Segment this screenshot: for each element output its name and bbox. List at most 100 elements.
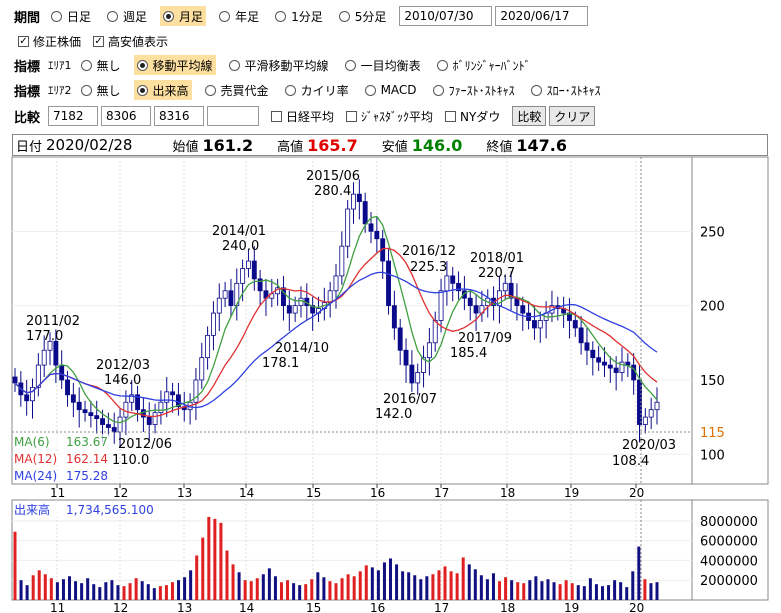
radio-icon <box>136 59 148 71</box>
candle-body <box>386 260 391 307</box>
annotation-value: 177.0 <box>26 329 63 344</box>
volume-x-tick-label: 14 <box>239 601 254 613</box>
candle-body <box>123 401 129 418</box>
volume-bar <box>249 581 253 600</box>
volume-bar <box>310 579 314 600</box>
indicator2-option-4[interactable]: MACD <box>362 80 420 100</box>
annotation-date: 2017/09 <box>458 331 512 346</box>
indicator1-option-1[interactable]: 移動平均線 <box>133 55 216 75</box>
option-check-1[interactable]: ✓ 高安値表示 <box>93 33 168 50</box>
indicator2-option-label: MACD <box>380 83 417 97</box>
date-label: 日付 <box>16 139 43 155</box>
candle-body <box>76 401 82 411</box>
option-check-0[interactable]: ✓ 修正株価 <box>18 33 81 50</box>
ma-legend-bg <box>13 468 109 483</box>
volume-bar <box>352 576 356 600</box>
candle-body <box>502 282 508 292</box>
volume-bar <box>170 582 174 600</box>
volume-bar <box>122 586 126 600</box>
low-value: 146.0 <box>411 135 463 155</box>
compare-code-4[interactable] <box>207 106 260 126</box>
volume-bar <box>158 586 162 600</box>
annotation-date: 2011/02 <box>26 314 80 329</box>
volume-bar <box>491 573 495 600</box>
period-option-4[interactable]: 1分足 <box>272 6 326 26</box>
period-option-2[interactable]: 月足 <box>160 6 207 26</box>
volume-tick-label: 8000000 <box>700 515 758 530</box>
volume-bar <box>473 569 477 600</box>
candle-body <box>397 327 403 351</box>
indicator1-option-4[interactable]: ﾎﾞﾘﾝｼﾞｬｰﾊﾞﾝﾄﾞ <box>434 55 534 75</box>
indicator2-option-3[interactable]: カイリ率 <box>282 80 352 100</box>
indicator2-option-5[interactable]: ﾌｧｰｽﾄ･ｽﾄｷｬｽ <box>430 80 518 100</box>
annotation-value: 142.0 <box>375 407 412 422</box>
volume-bar <box>479 575 483 600</box>
indicator1-option-label: 移動平均線 <box>152 58 213 73</box>
close-value: 147.6 <box>516 135 567 155</box>
compare-code-3[interactable] <box>154 106 205 126</box>
indicator1-option-0[interactable]: 無し <box>78 55 124 75</box>
period-option-1[interactable]: 週足 <box>104 6 150 26</box>
candle-body <box>421 357 426 373</box>
compare-check-1[interactable]: ｼﾞｬｽﾀﾞｯｸ平均 <box>346 108 433 125</box>
compare-row: 比較 日経平均 ｼﾞｬｽﾀﾞｯｸ平均 NYダウ 比較 クリア <box>0 104 598 128</box>
high-label: 高値 <box>277 139 304 155</box>
radio-icon <box>436 59 448 71</box>
volume-bar <box>631 571 635 600</box>
volume-bar <box>625 587 629 600</box>
indicator2-option-1[interactable]: 出来高 <box>133 80 192 100</box>
annotation-value: 240.0 <box>222 239 259 254</box>
indicator2-option-6[interactable]: ｽﾛｰ･ｽﾄｷｬｽ <box>528 80 604 100</box>
compare-code-2[interactable] <box>101 106 152 126</box>
period-option-0[interactable]: 日足 <box>48 6 94 26</box>
radio-icon <box>51 10 63 22</box>
volume-bar <box>498 581 502 600</box>
high-value: 165.7 <box>307 135 358 155</box>
end-date-input[interactable] <box>495 6 589 26</box>
volume-bar <box>292 583 296 600</box>
compare-code-1[interactable] <box>48 106 99 126</box>
option-check-label: 修正株価 <box>33 34 82 49</box>
candle-body <box>508 282 514 299</box>
volume-bar <box>413 575 417 600</box>
y-tick-label: 250 <box>700 225 725 240</box>
period-option-5[interactable]: 5分足 <box>336 6 390 26</box>
indicator1-area: ｴﾘｱ1 <box>48 59 72 72</box>
volume-bar <box>655 582 659 600</box>
compare-check-2[interactable]: NYダウ <box>445 108 500 125</box>
volume-bar <box>98 587 102 600</box>
annotation-value: 108.4 <box>612 454 649 469</box>
start-date-input[interactable] <box>399 6 493 26</box>
compare-check-0[interactable]: 日経平均 <box>271 108 334 125</box>
volume-bar <box>140 581 144 600</box>
candle-body <box>333 275 339 292</box>
volume-tick-label: 6000000 <box>700 535 758 550</box>
volume-bar <box>376 570 380 600</box>
indicator2-option-2[interactable]: 売買代金 <box>202 80 272 100</box>
volume-bar <box>189 570 193 600</box>
volume-bar <box>92 584 96 600</box>
compare-button[interactable]: 比較 <box>512 106 547 126</box>
candle-body <box>362 201 368 225</box>
volume-bar <box>389 558 393 600</box>
indicator2-option-label: 無し <box>96 83 121 98</box>
clear-button[interactable]: クリア <box>549 106 596 126</box>
volume-bar <box>546 579 550 600</box>
volume-bar <box>152 588 156 600</box>
volume-bar <box>607 585 611 600</box>
candle-body <box>648 409 654 418</box>
volume-tick-label: 2000000 <box>700 574 758 589</box>
volume-bar <box>540 581 544 600</box>
indicator2-option-0[interactable]: 無し <box>78 80 124 100</box>
volume-bar <box>261 574 265 600</box>
annotation-value: 178.1 <box>262 356 299 371</box>
period-option-3[interactable]: 年足 <box>216 6 262 26</box>
indicator1-option-2[interactable]: 平滑移動平均線 <box>226 55 332 75</box>
indicator1-option-label: 一目均衡表 <box>360 58 421 73</box>
indicator1-option-3[interactable]: 一目均衡表 <box>342 55 424 75</box>
candle-body <box>596 357 602 363</box>
candle-body <box>572 320 578 329</box>
candle-body <box>65 379 70 396</box>
close-label: 終値 <box>486 139 513 155</box>
